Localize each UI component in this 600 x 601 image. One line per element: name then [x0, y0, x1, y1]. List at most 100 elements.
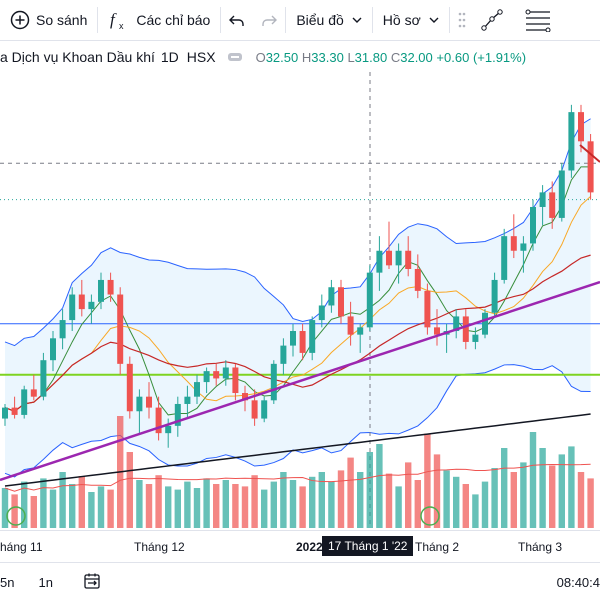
candle-body: [2, 407, 8, 419]
symbol-legend: a Dịch vụ Khoan Dầu khí 1D HSX O32.50 H3…: [0, 46, 600, 68]
clock-label: 08:40:4: [556, 574, 600, 590]
volume-bar: [328, 481, 335, 528]
bollinger-bands: [4, 118, 591, 478]
candle-body: [558, 170, 565, 218]
candle-body: [357, 327, 364, 335]
volume-bar: [213, 484, 220, 528]
volume-bar: [549, 465, 556, 528]
change-value: +0.60: [436, 49, 470, 65]
candle-body: [232, 367, 239, 394]
candle-body: [462, 316, 469, 342]
open-value: 32.50: [265, 49, 299, 65]
profile-menu[interactable]: Hồ sơ: [373, 0, 449, 40]
chevron-down-icon: [429, 16, 439, 24]
volume-bar: [155, 475, 162, 528]
candle-body: [309, 320, 316, 353]
toolbar-divider: [220, 7, 222, 33]
redo-button[interactable]: [253, 0, 285, 40]
volume-bar: [145, 484, 153, 528]
fib-tool-button[interactable]: [514, 0, 562, 40]
candle-body: [414, 268, 421, 291]
close-label: C: [390, 49, 401, 65]
undo-icon: [227, 10, 247, 30]
drag-handle[interactable]: [450, 0, 470, 40]
candle-body: [587, 141, 594, 193]
volume-bar: [520, 462, 527, 528]
candle-body: [126, 363, 133, 412]
candle-body: [21, 389, 28, 415]
volume-bar: [577, 472, 585, 528]
candle-body: [251, 400, 258, 419]
high-label: H: [301, 49, 312, 65]
candle-body: [50, 338, 56, 361]
candle-body: [155, 407, 162, 434]
svg-text:f: f: [110, 10, 117, 29]
candle-body: [318, 305, 325, 321]
exchange-label: HSX: [186, 49, 216, 65]
toolbar-divider: [97, 7, 99, 33]
volume-bar: [69, 484, 76, 528]
range-1y-button[interactable]: 1n: [38, 574, 53, 590]
bottom-toolbar: 5n 1n 08:40:4: [0, 562, 600, 601]
interval-label[interactable]: 1D: [160, 49, 179, 65]
date-range-button[interactable]: [77, 572, 107, 593]
candle-body: [530, 206, 536, 244]
compare-button[interactable]: So sánh: [0, 0, 97, 40]
volume-bar: [251, 475, 258, 528]
drag-handle-icon: [458, 11, 466, 29]
candle-body: [30, 389, 37, 397]
candle-body: [366, 272, 373, 328]
candle-body: [107, 279, 114, 295]
toolbar-divider: [285, 7, 287, 33]
volume-bar: [481, 481, 489, 528]
candle-body: [11, 407, 18, 415]
volume-bar: [136, 480, 143, 528]
volume-bar: [280, 472, 287, 528]
candle-body: [78, 294, 85, 310]
candle-body: [376, 250, 383, 273]
volume-bar: [491, 468, 498, 528]
downtrend-line: [579, 144, 600, 163]
time-axis-tick: 2022: [296, 540, 323, 554]
candle-body: [136, 396, 143, 412]
volume-bar: [261, 489, 268, 528]
collapse-legend-icon[interactable]: [227, 53, 242, 61]
drawings[interactable]: [0, 144, 600, 526]
range-5d-button[interactable]: 5n: [0, 574, 15, 590]
candle-body: [146, 396, 152, 408]
candle-body: [405, 250, 412, 269]
candle-body: [242, 393, 248, 401]
volume-bar: [184, 481, 191, 528]
candle-body: [174, 403, 181, 426]
volume-bar: [558, 454, 565, 528]
candle-body: [453, 316, 460, 332]
bollinger-upper: [4, 118, 591, 347]
volume-bar: [529, 432, 537, 528]
volume-bar: [405, 462, 412, 528]
volume-bar: [1, 488, 9, 528]
trendline-tool-button[interactable]: [470, 0, 514, 40]
volume-bar: [395, 486, 402, 528]
volume-bar: [376, 444, 383, 528]
time-axis[interactable]: háng 11 Tháng 12 2022 17 Tháng 1 '22 Thá…: [0, 530, 600, 561]
volume-bar: [40, 478, 47, 528]
candle-body: [386, 250, 392, 266]
undo-button[interactable]: [221, 0, 253, 40]
volume-bar: [453, 476, 460, 528]
volume-bar: [501, 448, 508, 528]
volume-bar: [270, 481, 277, 528]
candle-body: [270, 363, 277, 401]
volume-bar: [30, 496, 37, 528]
chevron-down-icon: [352, 16, 362, 24]
candle-body: [194, 382, 200, 397]
candle-body: [568, 112, 575, 171]
chart-menu[interactable]: Biểu đồ: [286, 0, 371, 40]
plus-circle-icon: [10, 10, 30, 30]
uptrend-line: [0, 280, 600, 482]
candle-body: [261, 400, 268, 419]
volume-bar: [11, 494, 18, 528]
horizontal-levels: [0, 72, 600, 528]
